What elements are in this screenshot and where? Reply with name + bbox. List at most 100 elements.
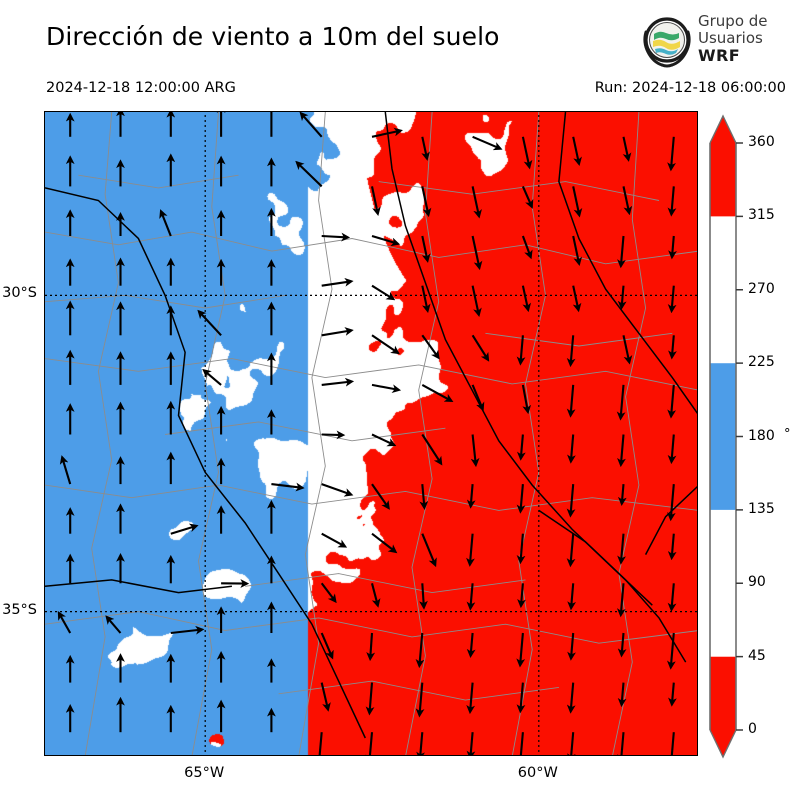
wind-vector-arrow xyxy=(566,732,576,755)
wind-vector-arrow xyxy=(471,235,483,271)
valid-timestamp: 2024-12-18 12:00:00 ARG xyxy=(46,80,236,96)
wind-vector-arrow xyxy=(371,433,397,447)
wind-vector-arrow xyxy=(170,523,199,535)
wind-vector-arrow xyxy=(321,377,355,387)
wind-vector-arrow xyxy=(321,232,351,242)
wind-vector-arrow xyxy=(566,484,576,518)
wind-vector-arrow xyxy=(370,186,381,216)
globe-emblem-icon xyxy=(643,17,691,68)
wind-vector-arrow xyxy=(419,583,428,610)
logo-line-1: Grupo de xyxy=(698,12,768,30)
wind-vector-arrow xyxy=(521,285,532,313)
logo-line-3: WRF xyxy=(698,46,741,65)
wind-vector-arrow xyxy=(617,434,626,468)
wind-vector-arrow xyxy=(321,430,346,440)
wind-vector-arrow xyxy=(471,285,482,318)
colorbar[interactable]: ° 0 45 90 135 180 225 270 315 360 xyxy=(704,111,796,761)
wind-vector-arrow xyxy=(466,632,476,659)
colorbar-gradient xyxy=(709,114,743,759)
wind-vector-arrow xyxy=(668,682,677,707)
wind-vector-arrow xyxy=(516,682,526,714)
wind-vector-arrow xyxy=(197,309,222,337)
colorbar-band xyxy=(710,656,736,757)
wind-vector-arrow xyxy=(421,334,440,360)
model-run-timestamp: Run: 2024-12-18 06:00:00 xyxy=(594,80,786,96)
wind-vector-arrow xyxy=(421,285,431,314)
wind-vector-arrow xyxy=(668,335,677,360)
wind-vector-arrow xyxy=(567,434,576,464)
colorbar-band xyxy=(710,116,736,217)
wind-vector-arrow xyxy=(516,484,526,514)
wind-vector-arrow xyxy=(470,434,480,468)
colorbar-tick-label: 0 xyxy=(748,721,757,737)
wind-vector-arrow xyxy=(519,732,524,755)
wind-vector-arrow xyxy=(371,127,403,138)
wind-vector-arrow xyxy=(517,583,526,609)
wind-vector-arrow xyxy=(472,135,503,151)
wind-vector-arrow xyxy=(371,383,402,394)
wind-vector-arrow xyxy=(170,625,205,635)
wind-vector-arrow xyxy=(521,384,532,415)
wind-vector-arrow xyxy=(466,732,476,755)
wind-vector-arrow xyxy=(421,186,432,218)
wind-vector-arrow xyxy=(572,235,583,267)
wind-vector-arrow xyxy=(371,334,400,355)
wind-vector-arrow xyxy=(466,484,476,509)
wind-vector-arrow xyxy=(521,185,534,209)
wind-vector-arrow xyxy=(159,209,172,237)
wind-vector-arrow xyxy=(668,235,677,260)
wind-vector-arrow xyxy=(667,384,677,419)
wind-vector-arrow xyxy=(299,112,323,138)
wind-vector-arrow xyxy=(466,533,475,567)
wind-vector-arrow xyxy=(466,682,476,715)
wind-vector-arrow xyxy=(566,384,576,418)
wind-vector-arrow xyxy=(471,334,490,362)
wind-vector-arrow xyxy=(321,327,354,337)
wind-vector-arrow xyxy=(516,533,526,565)
wind-vector-arrow xyxy=(370,583,381,608)
wind-vector-arrow xyxy=(572,136,582,167)
wind-vector-arrow xyxy=(567,632,576,661)
wind-vector-arrow xyxy=(572,186,583,218)
logo-line-2: Usuarios xyxy=(698,29,763,47)
wind-vector-arrow xyxy=(617,484,627,507)
wind-vector-arrow xyxy=(57,610,72,634)
wind-vector-arrow xyxy=(365,682,375,716)
wind-vector-arrow xyxy=(617,682,627,708)
wind-vector-arrow xyxy=(371,284,396,301)
wrf-user-group-logo: Grupo de Usuarios WRF xyxy=(640,12,790,70)
wind-vector-arrow xyxy=(421,383,454,403)
wind-vector-arrow xyxy=(415,682,425,718)
wind-vector-arrow xyxy=(566,533,576,568)
wind-vector-arrow xyxy=(666,632,676,670)
wind-vector-arrow xyxy=(617,235,626,269)
colorbar-band xyxy=(710,509,736,657)
wind-vector-arrow xyxy=(371,483,390,510)
wind-vector-arrow xyxy=(321,483,354,497)
lon-tick-label-65w: 65°W xyxy=(184,765,225,781)
wind-vector-arrow xyxy=(667,285,677,314)
wind-vector-arrow xyxy=(421,533,437,568)
lon-tick-label-60w: 60°W xyxy=(517,765,558,781)
wind-vector-arrow xyxy=(471,186,482,219)
wind-vector-arrow xyxy=(567,583,577,611)
wind-vector-arrow xyxy=(667,533,677,561)
wind-vector-arrow xyxy=(516,434,526,461)
colorbar-tick-label: 225 xyxy=(748,354,775,371)
wind-vector-arrow xyxy=(617,732,626,755)
colorbar-tick-label: 360 xyxy=(748,134,775,150)
wind-vector-arrow xyxy=(415,632,425,669)
wind-vector-arrow xyxy=(295,160,323,188)
wind-vector-arrow xyxy=(521,235,533,260)
wind-vector-arrow xyxy=(516,335,526,366)
wind-vector-arrow xyxy=(616,583,626,618)
colorbar-band xyxy=(710,216,736,364)
wind-vector-arrow xyxy=(421,235,431,263)
wind-vector-arrow xyxy=(421,136,430,161)
wind-vector-arrow xyxy=(616,384,626,421)
map-plot-area[interactable] xyxy=(44,111,698,756)
wind-vector-arrow xyxy=(617,632,627,658)
wind-vector-arrow xyxy=(271,482,305,492)
colorbar-unit-label: ° xyxy=(784,426,791,442)
lat-tick-label-35s: 35°S xyxy=(2,601,37,618)
